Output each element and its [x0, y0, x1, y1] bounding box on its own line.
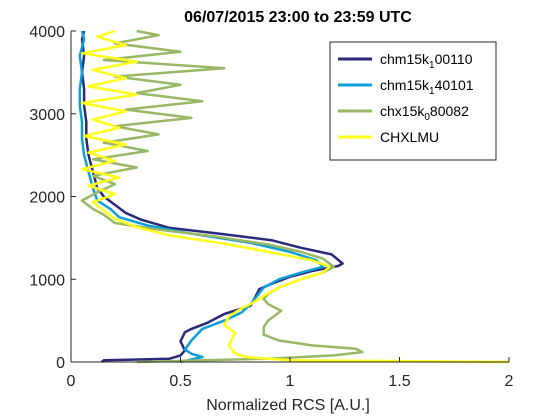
- axis-ticks: 0 0.5 1 1.5 2 0 1000 2000 3000 4000: [29, 24, 513, 390]
- series-line-4: [80, 29, 510, 364]
- y-tick-label: 1000: [29, 272, 65, 289]
- y-tick-label: 4000: [29, 24, 65, 41]
- legend-label-3: chx15k080082: [380, 103, 469, 123]
- y-tick-label: 3000: [29, 107, 65, 124]
- x-tick-label: 0: [67, 373, 76, 390]
- x-tick-label: 1: [286, 373, 295, 390]
- legend: chm15k100110 chm15k140101 chx15k080082 CHXL…: [329, 41, 497, 161]
- x-tick-label: 0.5: [169, 373, 191, 390]
- series-line-1: [80, 30, 344, 363]
- y-tick-label: 2000: [29, 190, 65, 207]
- legend-box: [329, 41, 497, 161]
- legend-label-4: CHXLMU: [380, 129, 439, 145]
- x-axis-label: Normalized RCS [A.U.]: [206, 397, 370, 414]
- x-tick-label: 2: [505, 373, 514, 390]
- series-line-3: [80, 29, 364, 364]
- legend-label-2: chm15k140101: [380, 77, 474, 97]
- y-tick-label: 0: [56, 355, 65, 372]
- series-line-2: [78, 30, 325, 364]
- chart-title: 06/07/2015 23:00 to 23:59 UTC: [184, 9, 412, 26]
- x-tick-label: 1.5: [388, 373, 410, 390]
- plot-area: [78, 29, 510, 364]
- legend-label-1: chm15k100110: [380, 51, 473, 71]
